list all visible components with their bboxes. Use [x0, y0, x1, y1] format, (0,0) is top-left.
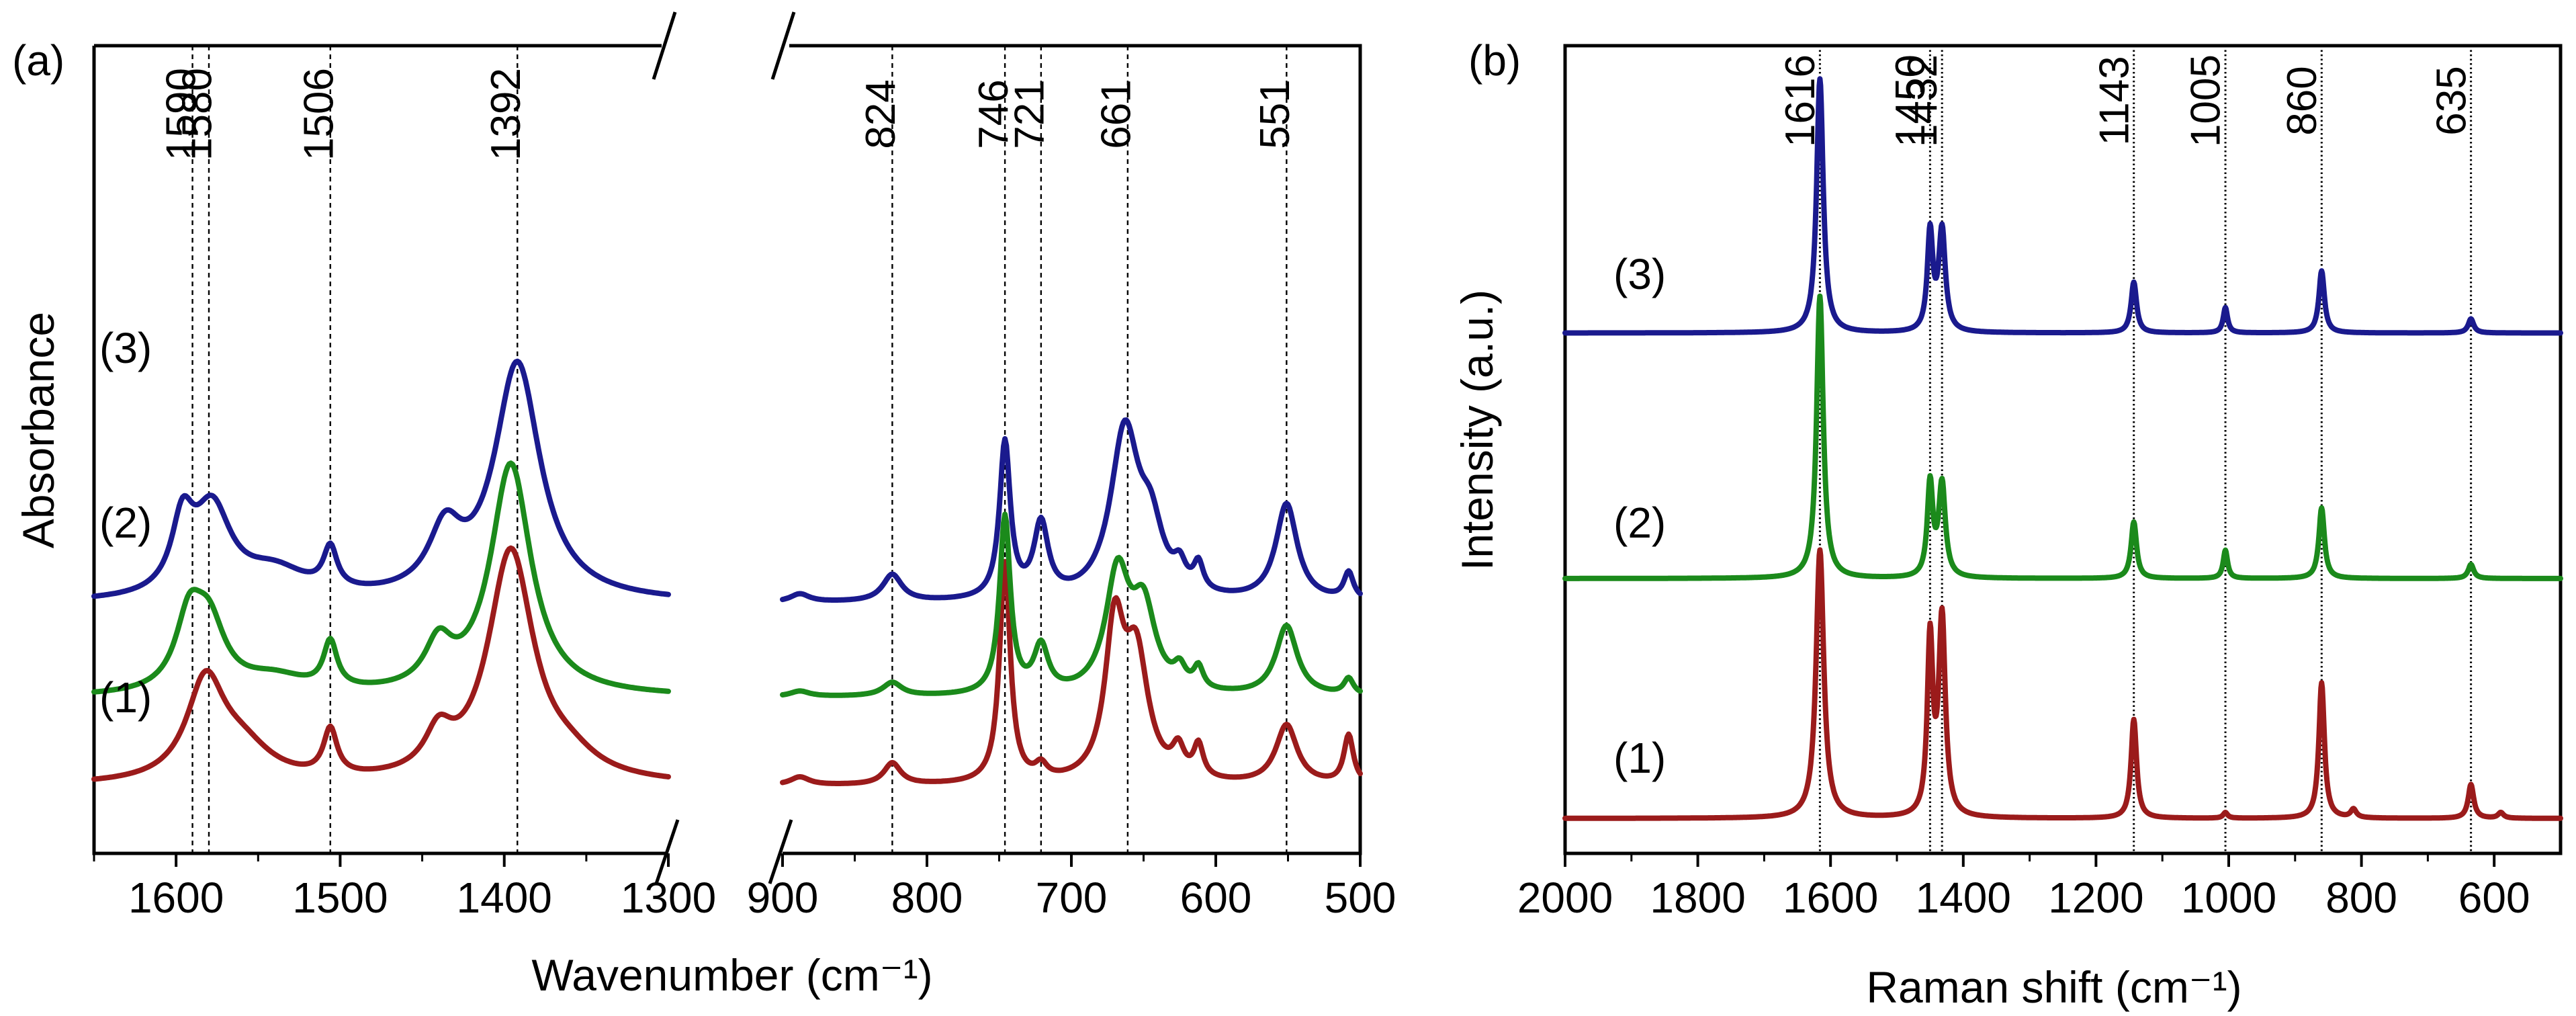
panel-b-curve-label-2: (2) [1613, 499, 1666, 547]
panel-b-ylabel: Intensity (a.u.) [1452, 290, 1502, 570]
spectrum-b-(1) [1562, 547, 2563, 821]
x-tick-label-b: 600 [2458, 874, 2530, 922]
x-tick-label-b: 800 [2325, 874, 2397, 922]
peak-label-1432: 1432 [1900, 54, 1946, 147]
peak-label-746: 746 [971, 79, 1017, 149]
panel-a-ticks: 1600 1500 1400 1300 900 800 700 600 500 [93, 853, 1396, 922]
panel-a-spectra [91, 358, 1363, 786]
x-tick-label-b: 1600 [1783, 874, 1878, 922]
peak-label-1590: 1590 [158, 68, 204, 161]
x-tick-label-a: 1400 [457, 874, 552, 922]
panel-a-label: (a) [12, 36, 64, 85]
peak-label-1143: 1143 [2091, 56, 2137, 145]
x-tick-label-a: 900 [747, 874, 819, 922]
panel-b-ticks: 2000 1800 1600 1400 1200 1000 800 600 [1517, 853, 2530, 922]
x-tick-label-a: 1500 [292, 874, 388, 922]
peak-label-1392: 1392 [483, 68, 529, 161]
panel-b-curve-label-1: (1) [1613, 734, 1666, 782]
peak-label-635: 635 [2428, 66, 2475, 135]
peak-label-824: 824 [858, 79, 904, 149]
x-tick-label-a: 600 [1180, 874, 1252, 922]
spectrum-a-(3)-segment-2 [780, 417, 1363, 603]
spectrum-b-(2) [1562, 293, 2563, 581]
axis-break-mark-top-left [652, 11, 677, 80]
x-tick-label-b: 1200 [2048, 874, 2143, 922]
x-tick-label-b: 1800 [1650, 874, 1745, 922]
axis-break-mark-bottom-left [654, 819, 680, 884]
panel-a-curve-label-3: (3) [99, 324, 152, 372]
x-tick-label-b: 1000 [2181, 874, 2276, 922]
x-tick-label-a: 500 [1325, 874, 1396, 922]
panel-b-spectra [1562, 76, 2563, 821]
peak-label-860: 860 [2279, 66, 2325, 135]
peak-label-1506: 1506 [296, 68, 342, 161]
spectrum-a-(1)-segment-2 [780, 558, 1363, 786]
x-tick-label-a: 1600 [128, 874, 224, 922]
panel-a-xlabel: Wavenumber (cm⁻¹) [531, 950, 932, 1000]
panel-a-ylabel: Absorbance [13, 312, 63, 548]
spectrum-a-(2)-segment-2 [780, 511, 1363, 698]
axis-a-right-frame [783, 44, 1362, 855]
panel-a-ftir: (a) Absorbance Wavenumber (cm⁻¹) 1590158… [12, 11, 1396, 1000]
x-tick-label-b: 2000 [1517, 874, 1613, 922]
x-tick-label-a: 700 [1036, 874, 1108, 922]
panel-b-label: (b) [1468, 36, 1521, 85]
spectrum-a-(2)-segment-1 [91, 460, 671, 695]
panel-b-xlabel: Raman shift (cm⁻¹) [1866, 962, 2241, 1012]
x-tick-label-a: 1300 [621, 874, 716, 922]
peak-label-661: 661 [1094, 79, 1140, 149]
spectrum-a-(3)-segment-1 [91, 358, 671, 599]
panel-a-axes [92, 11, 1362, 884]
x-tick-label-a: 800 [891, 874, 963, 922]
peak-label-551: 551 [1252, 79, 1298, 149]
panel-b-curve-label-3: (3) [1613, 250, 1666, 298]
spectrum-b-(3) [1562, 76, 2563, 336]
axis-break-mark-top-right [770, 11, 796, 80]
peak-label-1450: 1450 [1887, 54, 1934, 147]
peak-label-1580: 1580 [175, 68, 221, 161]
panel-b-axes [1563, 44, 2563, 855]
panel-a-curve-label-2: (2) [99, 499, 152, 547]
x-tick-label-b: 1400 [1916, 874, 2011, 922]
peak-label-1005: 1005 [2183, 54, 2229, 147]
peak-label-721: 721 [1007, 79, 1053, 149]
spectrum-a-(1)-segment-1 [91, 545, 671, 782]
panel-b-raman: (b) Intensity (a.u.) Raman shift (cm⁻¹) … [1452, 36, 2563, 1012]
axis-break-mark-bottom-right [768, 819, 793, 884]
panel-a-curve-label-1: (1) [99, 673, 152, 722]
axis-b-frame [1563, 44, 2563, 855]
